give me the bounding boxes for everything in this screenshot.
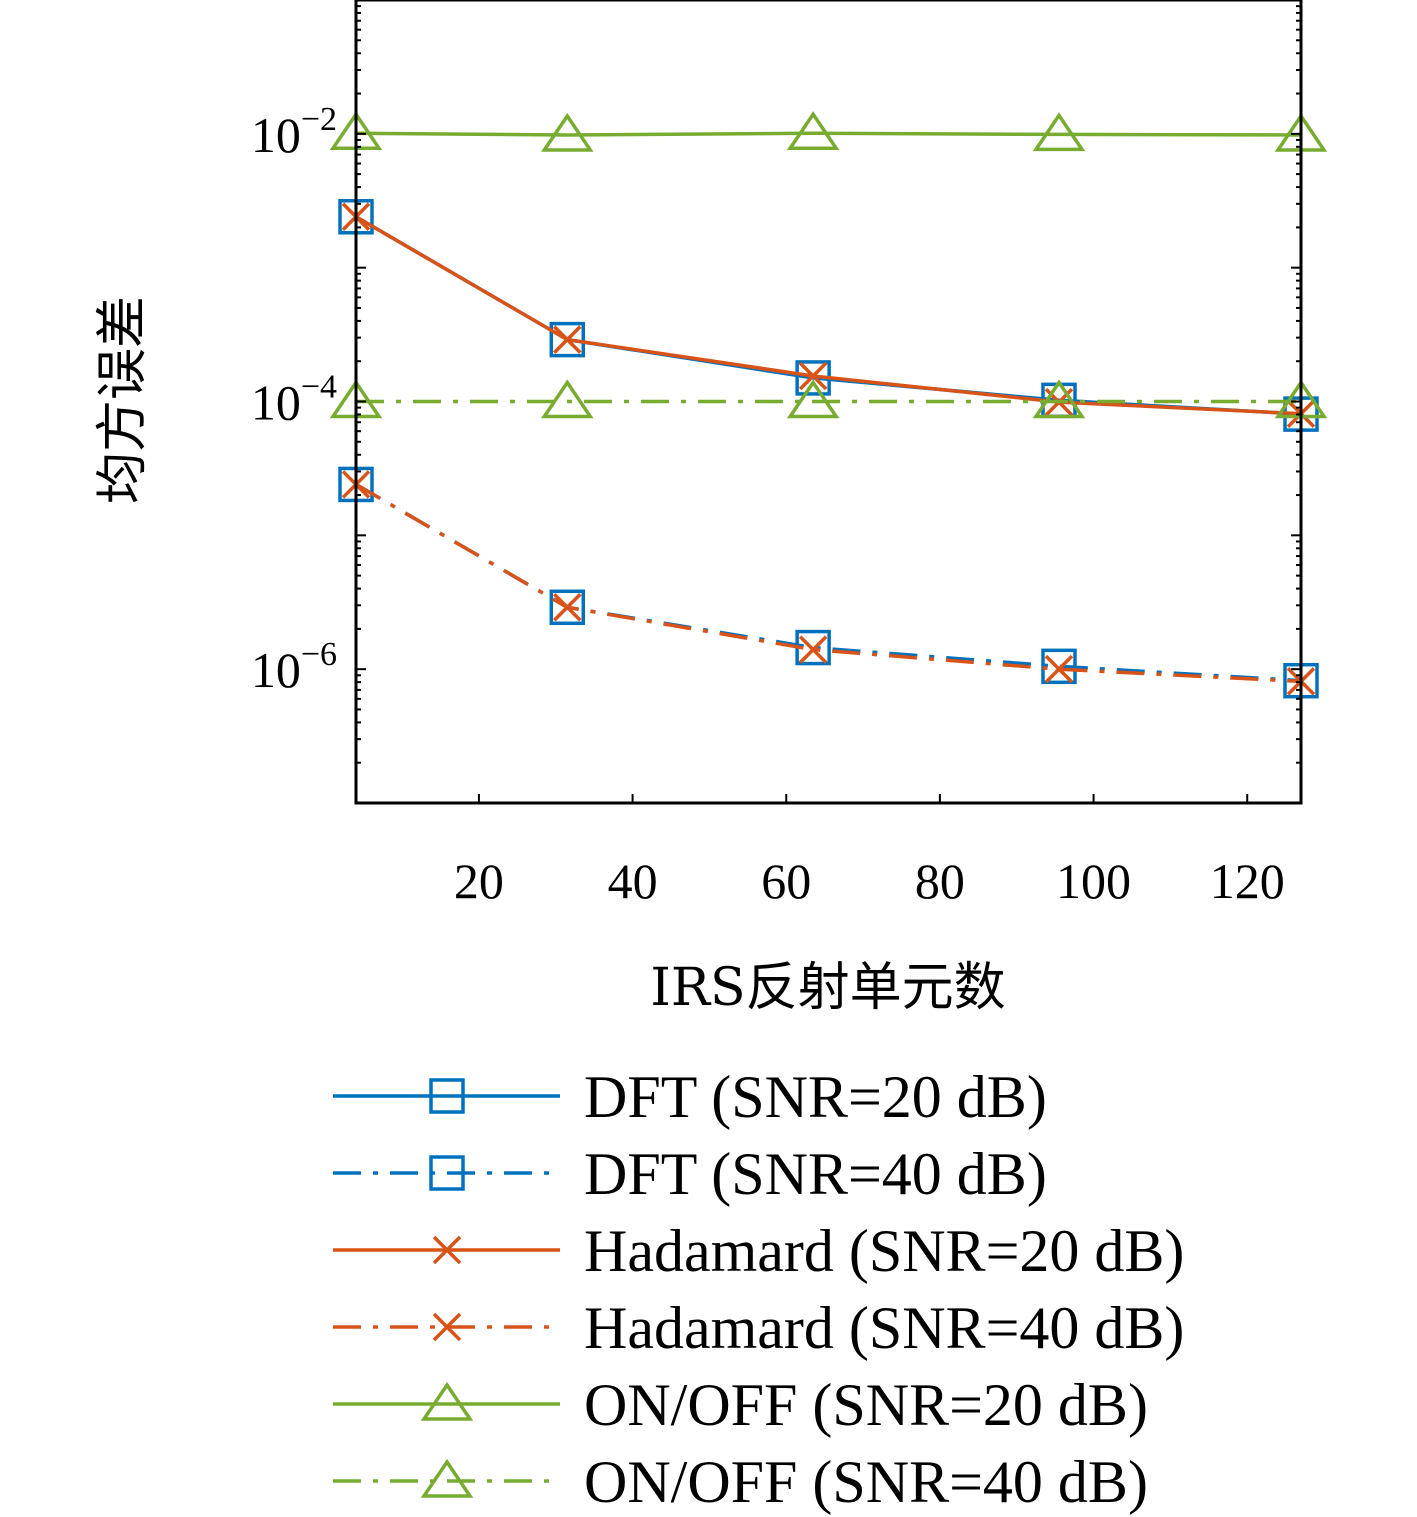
legend-marker-3 xyxy=(432,1235,462,1265)
series-line-2 xyxy=(355,482,1302,683)
y-tick-base: 10 xyxy=(251,642,301,698)
legend: DFT (SNR=20 dB) DFT (SNR=40 dB) Hadamard (… xyxy=(333,1064,1184,1515)
x-tick-label-5: 100 xyxy=(1056,853,1131,909)
plot-series-group xyxy=(329,111,1328,699)
series-4-point-3 xyxy=(798,635,828,664)
series-5-point-4 xyxy=(1032,112,1086,152)
series-line-4 xyxy=(355,482,1302,684)
legend-label-2: DFT (SNR=40 dB) xyxy=(584,1141,1047,1207)
series-1-point-2 xyxy=(549,321,586,358)
legend-label-5: ON/OFF (SNR=20 dB) xyxy=(584,1372,1148,1438)
y-tick-base: 10 xyxy=(251,375,301,431)
series-6-point-3 xyxy=(786,379,840,419)
legend-label-1: DFT (SNR=20 dB) xyxy=(584,1064,1047,1130)
x-tick-label-3: 60 xyxy=(761,853,811,909)
series-5-point-3 xyxy=(786,111,840,151)
legend-label-6: ON/OFF (SNR=40 dB) xyxy=(584,1449,1148,1515)
legend-marker-2 xyxy=(429,1155,465,1191)
y-tick-exponent: −6 xyxy=(301,636,337,673)
series-3-point-3 xyxy=(798,361,828,391)
legend-label-3: Hadamard (SNR=20 dB) xyxy=(584,1218,1184,1284)
series-2-point-2 xyxy=(549,589,586,626)
legend-marker-5 xyxy=(420,1381,474,1421)
y-axis-label: 均方误差 xyxy=(93,296,153,504)
legend-label-4: Hadamard (SNR=40 dB) xyxy=(584,1295,1184,1361)
axis-ticks-group xyxy=(356,5,1301,804)
y-tick-label-3: 10−2 xyxy=(251,101,337,163)
y-tick-exponent: −2 xyxy=(301,101,337,138)
series-4-point-2 xyxy=(553,593,582,622)
series-5-point-2 xyxy=(540,112,594,152)
series-3-point-2 xyxy=(553,325,582,354)
y-tick-base: 10 xyxy=(251,107,301,163)
y-tick-label-2: 10−4 xyxy=(251,369,337,431)
y-tick-exponent: −4 xyxy=(301,369,337,406)
y-tick-label-1: 10−6 xyxy=(251,636,337,698)
legend-marker-4 xyxy=(432,1312,462,1342)
series-6-point-2 xyxy=(540,379,594,419)
legend-marker-6 xyxy=(420,1458,474,1498)
x-axis-label: IRS反射单元数 xyxy=(650,958,1005,1018)
x-tick-label-6: 120 xyxy=(1210,853,1285,909)
x-tick-label-2: 40 xyxy=(608,853,658,909)
legend-marker-1 xyxy=(429,1078,465,1114)
x-tick-label-1: 20 xyxy=(454,853,504,909)
series-6-point-4 xyxy=(1032,379,1086,419)
series-line-5 xyxy=(355,131,1302,137)
series-4-point-4 xyxy=(1044,654,1074,684)
x-tick-label-4: 80 xyxy=(915,853,965,909)
